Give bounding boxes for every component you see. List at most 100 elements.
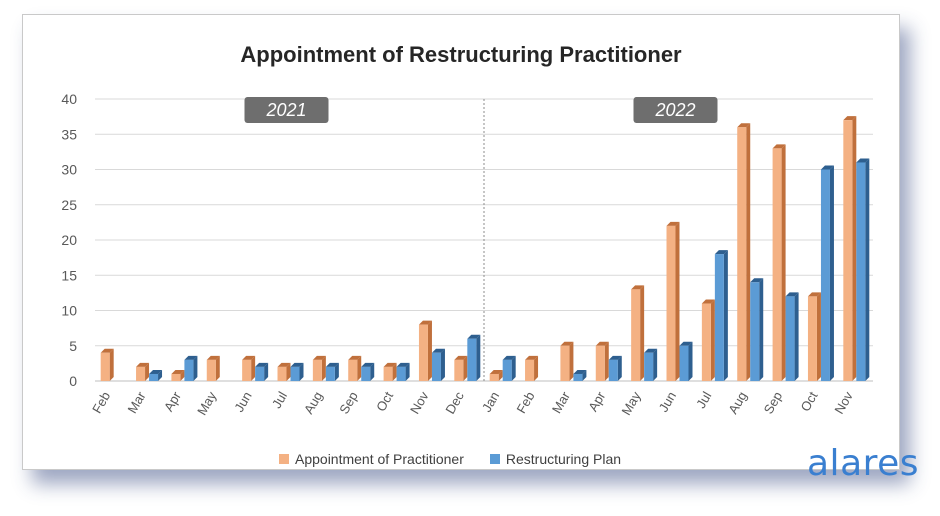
y-tick-label: 15 [61,267,77,283]
bar-restructuring-side [759,278,764,381]
bar-restructuring-side [158,369,163,381]
bar-appointment [737,127,747,381]
bar-appointment-top [843,116,857,121]
y-tick-label: 20 [61,232,77,248]
bar-appointment-top [348,355,362,360]
bar-restructuring-top [255,362,269,367]
bar-restructuring-side [582,369,587,381]
x-tick-label: Nov [831,389,856,417]
bar-restructuring-top [290,362,304,367]
bar-restructuring-side [653,348,658,381]
bar-restructuring-side [440,348,445,381]
bar-restructuring [714,254,724,381]
bar-appointment [171,373,181,381]
bar-appointment-side [215,355,220,381]
y-tick-label: 25 [61,197,77,213]
chart-card: Appointment of Restructuring Practitione… [22,14,919,484]
bar-appointment-top [136,362,150,367]
bar-appointment [560,345,570,381]
bar-appointment-side [604,341,609,381]
bar-appointment-side [286,362,291,381]
bar-appointment-side [498,369,503,381]
bar-appointment-top [100,348,114,353]
bar-appointment-side [463,355,468,381]
y-tick-label: 35 [61,126,77,142]
bar-restructuring [467,338,477,381]
year-label: 2022 [654,100,695,120]
bar-appointment-side [675,221,680,381]
bar-restructuring [431,352,441,381]
bar-appointment-top [701,299,715,304]
bar-appointment-side [392,362,397,381]
bar-appointment [489,373,499,381]
bar-appointment [136,366,146,381]
legend-swatch-restructuring [489,454,500,464]
x-tick-label: Sep [761,389,786,417]
bar-appointment-side [534,355,539,381]
bar-restructuring-top [396,362,410,367]
bar-appointment-side [145,362,150,381]
bar-appointment [807,296,817,381]
bar-appointment [277,366,287,381]
legend-item-appointment: Appointment of Practitioner [279,451,464,467]
bar-restructuring-side [264,362,269,381]
bar-appointment-side [816,292,821,381]
x-tick-label: Oct [797,389,820,414]
bar-appointment-side [109,348,114,381]
bar-appointment [843,120,853,382]
bar-restructuring-top [467,334,481,339]
bar-restructuring [396,366,406,381]
bar-restructuring-top [679,341,693,346]
bar-restructuring-side [370,362,375,381]
y-tick-label: 5 [69,338,77,354]
bar-appointment-side [251,355,256,381]
bar-restructuring [820,169,830,381]
x-tick-label: Oct [373,389,396,414]
bar-appointment [631,289,641,381]
bar-appointment-top [277,362,291,367]
bar-appointment [312,359,322,381]
bar-restructuring-side [723,250,728,381]
bar-appointment [206,359,216,381]
bar-restructuring [255,366,265,381]
bar-restructuring [361,366,371,381]
bar-restructuring-side [405,362,410,381]
x-tick-label: Sep [336,389,361,417]
x-tick-label: Jul [693,389,714,411]
x-tick-label: Jun [656,389,679,415]
bar-appointment [383,366,393,381]
bar-appointment-top [737,123,751,128]
bar-appointment-top [489,369,503,374]
x-tick-label: May [194,389,220,418]
bar-restructuring-top [644,348,658,353]
year-label: 2021 [265,100,306,120]
legend-label-appointment: Appointment of Practitioner [295,451,464,467]
bar-appointment-top [772,144,786,149]
bar-appointment [348,359,358,381]
bar-restructuring [856,162,866,381]
bar-appointment-side [710,299,715,381]
chart-legend: Appointment of Practitioner Restructurin… [279,451,621,467]
bar-appointment-side [180,369,185,381]
bar-appointment-side [746,123,751,381]
bar-restructuring [785,296,795,381]
bar-appointment [595,345,605,381]
bar-appointment-side [321,355,326,381]
bar-restructuring [149,373,159,381]
bar-appointment-side [781,144,786,381]
bar-restructuring [750,282,760,381]
bar-restructuring-top [785,292,799,297]
chart-plot: 0 5 10 15 20 25 30 35 40 2021 2022 Feb Mar Apr May Jun J… [61,91,873,418]
y-tick-label: 40 [61,91,77,107]
x-tick-label: Feb [513,389,537,416]
bar-appointment [525,359,535,381]
bar-appointment-top [242,355,256,360]
bar-restructuring-top [608,355,622,360]
bar-restructuring [184,359,194,381]
bar-appointment-top [383,362,397,367]
bar-restructuring-top [502,355,516,360]
bar-restructuring-side [299,362,304,381]
bar-appointment [666,225,676,381]
bar-appointment-top [206,355,220,360]
bar-appointment-side [640,285,645,381]
